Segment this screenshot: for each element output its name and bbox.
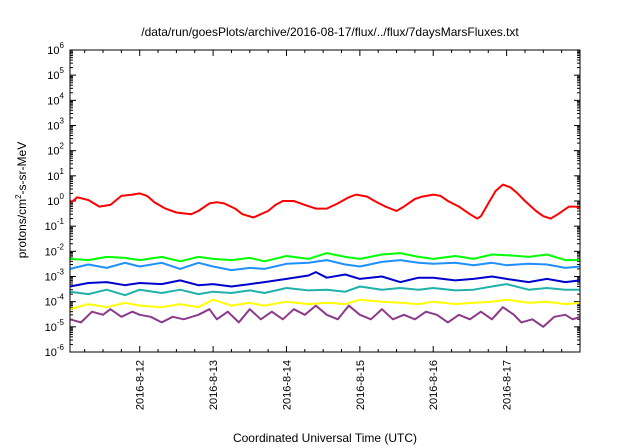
plot-frame: [69, 49, 581, 353]
x-tick-label: 2016-8-17: [502, 360, 514, 410]
x-axis-label: Coordinated Universal Time (UTC): [233, 431, 417, 445]
y-axis-label: protons/cm2-s-sr-MeV: [14, 142, 29, 258]
y-tick-label: 10-4: [45, 293, 65, 309]
y-tick-label: 104: [47, 91, 64, 107]
y-tick-label: 10-2: [45, 242, 65, 258]
series-line-4: [69, 271, 581, 288]
svg-text:protons/cm2-s-sr-MeV: protons/cm2-s-sr-MeV: [14, 142, 29, 258]
y-tick-label: 10-1: [45, 217, 65, 233]
series-line-5: [69, 283, 580, 297]
y-tick-label: 10-5: [45, 318, 65, 334]
x-tick-label: 2016-8-14: [281, 360, 293, 410]
y-tick-label: 105: [47, 66, 64, 82]
y-tick-label: 10-3: [45, 268, 65, 284]
x-tick-label: 2016-8-15: [355, 360, 367, 410]
y-tick-label: 101: [47, 167, 64, 183]
chart-title: /data/run/goesPlots/archive/2016-08-17/f…: [141, 25, 519, 39]
y-tick-label: 106: [47, 41, 64, 57]
series-line-2: [69, 252, 580, 263]
y-tick-label: 103: [47, 117, 64, 133]
x-tick-label: 2016-8-13: [208, 360, 220, 410]
series-line-7: [69, 304, 581, 328]
series-line-1: [69, 183, 581, 220]
x-tick-label: 2016-8-16: [428, 360, 440, 410]
series-line-6: [69, 298, 581, 311]
series-layer: [69, 183, 581, 328]
x-axis-ticks: 2016-8-12 2016-8-13 2016-8-14 2016-8-15 2016…: [84, 50, 563, 410]
y-tick-label: 100: [47, 192, 64, 208]
series-line-3: [69, 259, 581, 272]
y-tick-label: 10-6: [45, 343, 65, 359]
x-tick-label: 2016-8-12: [135, 360, 147, 410]
y-tick-label: 102: [47, 142, 64, 158]
